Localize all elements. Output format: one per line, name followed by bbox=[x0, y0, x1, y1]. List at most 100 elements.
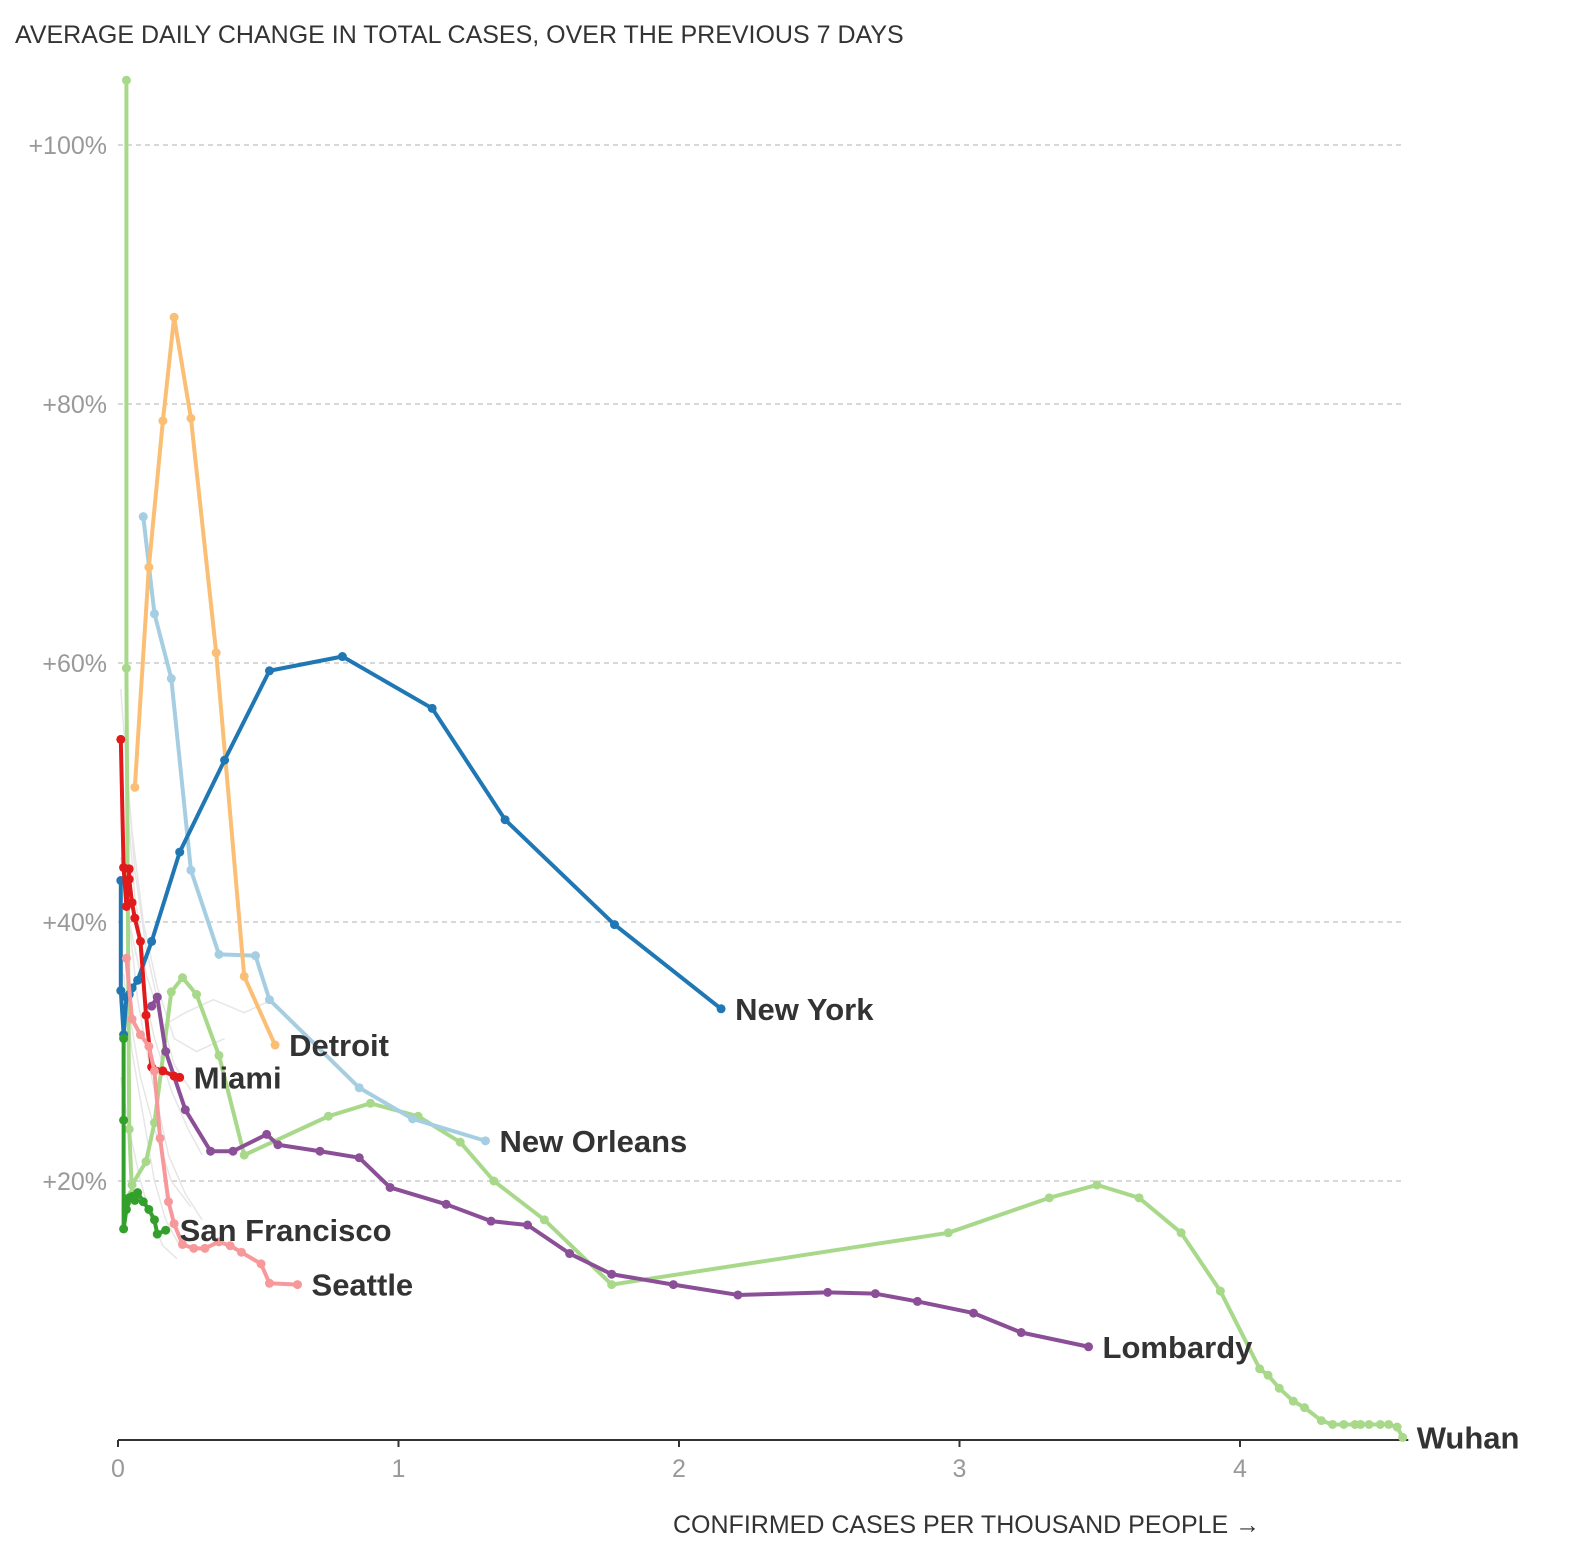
data-point bbox=[149, 1066, 159, 1076]
data-point bbox=[264, 666, 274, 676]
series-line-wuhan bbox=[124, 78, 1405, 1440]
data-point bbox=[1255, 1364, 1265, 1374]
data-point bbox=[1215, 1286, 1225, 1296]
data-point bbox=[500, 815, 510, 825]
data-point bbox=[943, 1228, 953, 1238]
data-point bbox=[354, 1153, 364, 1163]
data-point bbox=[239, 1150, 249, 1160]
data-point bbox=[1398, 1432, 1408, 1442]
data-point bbox=[870, 1289, 880, 1299]
data-point bbox=[337, 652, 347, 662]
data-point bbox=[239, 971, 249, 981]
data-point bbox=[1288, 1396, 1298, 1406]
x-tick-label: 0 bbox=[111, 1455, 125, 1483]
data-point bbox=[1356, 1419, 1366, 1429]
data-point bbox=[1176, 1228, 1186, 1238]
series-labels: Wuhan Lombardy New Orleans Detroit New York M… bbox=[180, 992, 1520, 1456]
y-tick-label: +20% bbox=[42, 1168, 107, 1196]
data-point bbox=[969, 1308, 979, 1318]
data-point bbox=[225, 1241, 235, 1251]
series-label-lombardy: Lombardy bbox=[1103, 1330, 1254, 1365]
data-point bbox=[668, 1280, 678, 1290]
data-point bbox=[155, 1133, 165, 1143]
series-seattle bbox=[121, 953, 303, 1290]
data-point bbox=[141, 1157, 151, 1167]
data-point bbox=[144, 1041, 154, 1051]
data-point bbox=[189, 1243, 199, 1253]
data-point bbox=[141, 1010, 151, 1020]
y-axis-ticks: +20% +40% +60% +80% +100% bbox=[28, 132, 107, 1196]
data-point bbox=[133, 1188, 143, 1198]
x-axis-title: CONFIRMED CASES PER THOUSAND PEOPLE → bbox=[673, 1511, 1260, 1539]
data-point bbox=[158, 416, 168, 426]
data-point bbox=[124, 864, 134, 874]
data-point bbox=[152, 992, 162, 1002]
data-point bbox=[1263, 1370, 1273, 1380]
x-tick-label: 3 bbox=[953, 1455, 967, 1483]
data-point bbox=[1274, 1383, 1284, 1393]
series-line-lombardy bbox=[149, 995, 1091, 1349]
data-point bbox=[1084, 1342, 1094, 1352]
data-point bbox=[144, 1204, 154, 1214]
data-point bbox=[169, 1219, 179, 1229]
data-point bbox=[214, 949, 224, 959]
series-label-san-francisco: San Francisco bbox=[180, 1213, 392, 1248]
data-point bbox=[178, 1239, 188, 1249]
data-point bbox=[161, 1225, 171, 1235]
data-point bbox=[293, 1280, 303, 1290]
data-point bbox=[163, 1197, 173, 1207]
data-point bbox=[166, 987, 176, 997]
data-point bbox=[206, 1146, 216, 1156]
data-point bbox=[733, 1290, 743, 1300]
data-point bbox=[912, 1296, 922, 1306]
data-point bbox=[427, 703, 437, 713]
y-tick-label: +100% bbox=[28, 132, 107, 160]
data-point bbox=[124, 874, 134, 884]
series-miami bbox=[116, 734, 185, 1082]
data-point bbox=[135, 1030, 145, 1040]
data-point bbox=[270, 1040, 280, 1050]
chart-title: AVERAGE DAILY CHANGE IN TOTAL CASES, OVE… bbox=[15, 21, 904, 49]
data-point bbox=[121, 1204, 131, 1214]
x-tick-label: 4 bbox=[1233, 1455, 1247, 1483]
gridlines bbox=[118, 144, 1403, 1182]
data-point bbox=[138, 1197, 148, 1207]
data-point bbox=[135, 936, 145, 946]
data-point bbox=[1300, 1403, 1310, 1413]
data-point bbox=[186, 413, 196, 423]
background-city-line bbox=[125, 792, 273, 1027]
data-point bbox=[489, 1176, 499, 1186]
data-point bbox=[539, 1215, 549, 1225]
series-san-francisco bbox=[119, 1034, 171, 1239]
data-point bbox=[385, 1182, 395, 1192]
y-tick-label: +60% bbox=[42, 650, 107, 678]
data-point bbox=[175, 847, 185, 857]
background-city-line bbox=[122, 727, 225, 1053]
data-point bbox=[236, 1247, 246, 1257]
data-point bbox=[158, 1066, 168, 1076]
data-point bbox=[119, 1224, 129, 1234]
x-axis-ticks: 0 1 2 3 4 bbox=[111, 1440, 1247, 1483]
data-point bbox=[607, 1269, 617, 1279]
series-new-york bbox=[116, 652, 726, 1040]
series-label-wuhan: Wuhan bbox=[1417, 1420, 1520, 1455]
data-point bbox=[1016, 1328, 1026, 1338]
series-new-orleans bbox=[138, 512, 490, 1146]
data-point bbox=[121, 75, 131, 85]
data-point bbox=[127, 898, 137, 908]
data-point bbox=[262, 1129, 272, 1139]
series-label-miami: Miami bbox=[194, 1060, 282, 1095]
data-point bbox=[455, 1137, 465, 1147]
data-point bbox=[1375, 1419, 1385, 1429]
data-point bbox=[147, 936, 157, 946]
data-point bbox=[1339, 1419, 1349, 1429]
data-point bbox=[1044, 1193, 1054, 1203]
data-point bbox=[149, 1215, 159, 1225]
data-point bbox=[186, 865, 196, 875]
data-point bbox=[354, 1083, 364, 1093]
data-point bbox=[127, 1180, 137, 1190]
data-point bbox=[119, 1115, 129, 1125]
data-point bbox=[138, 512, 148, 522]
data-point bbox=[823, 1287, 833, 1297]
